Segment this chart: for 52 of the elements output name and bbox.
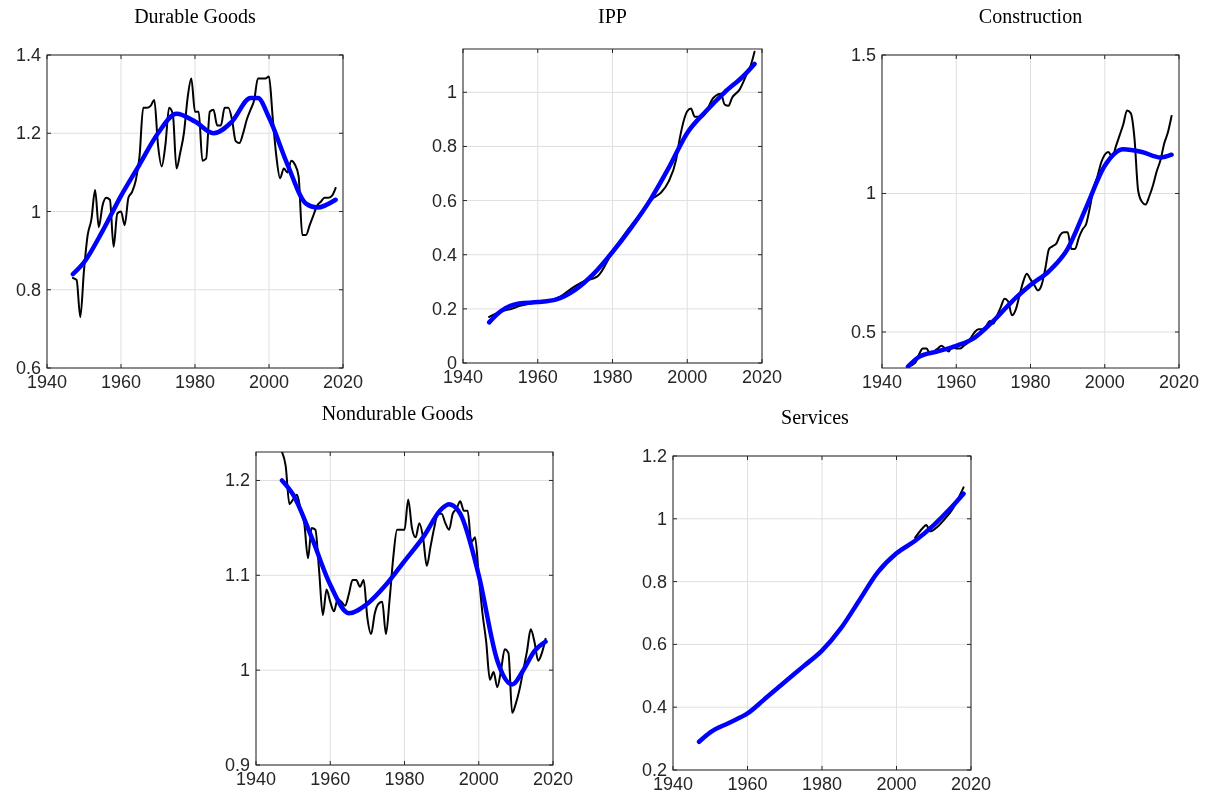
x-tick-label: 2000 [667,367,708,387]
y-tick-label: 1.2 [15,123,41,144]
y-tick-label: 1.2 [224,470,250,491]
x-tick-label: 1960 [517,367,558,387]
x-tick-label: 1960 [727,774,768,794]
chart-title: Nondurable Goods [321,402,474,424]
x-tick-label: 1980 [174,372,216,392]
x-tick-label: 2020 [322,372,364,392]
y-tick-label: 0.6 [641,634,667,655]
x-tick-label: 2020 [532,769,574,789]
chart-title: Construction [978,5,1083,27]
x-tick-label: 2020 [1158,372,1200,392]
line-series [696,491,966,744]
x-tick-label: 1980 [384,769,425,789]
x-tick-label: 1960 [310,769,351,789]
line-series [70,95,338,277]
y-tick-label: 1.2 [641,446,667,466]
x-tick-label: 1960 [100,372,142,392]
line-series [280,452,547,714]
y-tick-label: 1.1 [224,565,250,586]
x-tick-label: 2000 [458,769,499,789]
chart-title: Durable Goods [134,5,257,27]
x-tick-label: 1960 [936,372,977,392]
y-tick-label: 0.8 [641,571,667,592]
x-tick-label: 1980 [592,367,633,387]
line-series [914,486,965,539]
line-series [279,478,548,687]
y-tick-label: 1 [656,508,667,529]
x-tick-label: 1980 [801,774,843,794]
y-tick-label: 0.5 [850,321,876,342]
y-tick-label: 0.8 [431,136,457,157]
y-tick-label: 0.8 [15,279,41,300]
y-tick-label: 0.2 [431,298,457,319]
chart-title: IPP [598,5,627,27]
x-tick-label: 2020 [741,367,783,387]
chart-title: Services [781,406,850,428]
y-tick-label: 1.5 [850,45,876,65]
x-tick-label: 2000 [876,774,917,794]
y-tick-label: 0.4 [431,244,457,265]
line-series [71,75,337,319]
x-tick-label: 1940 [861,372,903,392]
y-tick-label: 1 [865,183,876,204]
x-tick-label: 2000 [1084,372,1125,392]
y-tick-label: 0.6 [431,190,457,211]
y-tick-label: 1.4 [15,45,41,65]
y-tick-label: 1 [30,201,41,222]
x-tick-label: 2020 [950,774,992,794]
y-tick-label: 0.4 [641,697,667,718]
x-tick-label: 2000 [248,372,290,392]
y-tick-label: 1 [446,82,457,103]
y-tick-label: 1 [239,660,250,681]
x-tick-label: 1980 [1010,372,1051,392]
